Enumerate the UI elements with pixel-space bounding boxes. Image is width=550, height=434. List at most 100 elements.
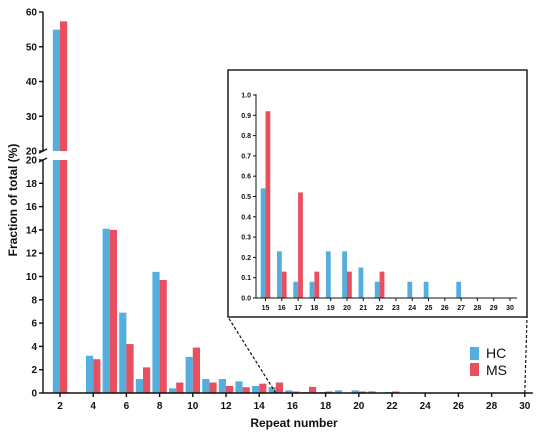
inset-x-tick-label-21: 21 bbox=[359, 305, 367, 312]
x-tick-label-14: 14 bbox=[254, 401, 266, 412]
bar-ms-4 bbox=[93, 359, 101, 393]
y-axis-title: Fraction of total (%) bbox=[6, 144, 20, 257]
inset-x-tick-label-29: 29 bbox=[490, 305, 498, 312]
x-tick-label-30: 30 bbox=[519, 401, 531, 412]
legend: HC MS bbox=[470, 345, 507, 378]
bar-ms-22 bbox=[392, 391, 400, 393]
x-tick-label-18: 18 bbox=[320, 401, 332, 412]
bar-ms-5 bbox=[109, 229, 117, 393]
inset-bar-hc-22 bbox=[374, 281, 380, 298]
bar-hc-2-lower bbox=[52, 160, 60, 393]
inset-y-tick-label-0.8: 0.8 bbox=[241, 133, 251, 140]
x-tick-label-6: 6 bbox=[124, 401, 130, 412]
inset-bar-hc-21 bbox=[358, 267, 364, 298]
inset-x-tick-label-19: 19 bbox=[327, 305, 335, 312]
bar-ms-2-upper bbox=[60, 21, 68, 151]
bar-ms-7 bbox=[143, 367, 151, 393]
x-tick-label-4: 4 bbox=[90, 401, 96, 412]
inset-y-tick-label-0.9: 0.9 bbox=[241, 113, 251, 120]
y-tick-label-lower-20: 20 bbox=[26, 156, 38, 167]
bar-hc-13 bbox=[235, 381, 243, 393]
inset-bar-ms-17 bbox=[298, 192, 303, 298]
inset-chart: 0.0 0.1 0.2 0.3 0.4 0.5 0.6 0.7 0.8 0.9 1.0 15 16 17 1… bbox=[227, 69, 528, 318]
inset-x-tick-label-28: 28 bbox=[474, 305, 482, 312]
bar-ms-2-lower bbox=[60, 160, 68, 393]
zoom-connector-right bbox=[524, 316, 528, 394]
y-tick-label-lower-18: 18 bbox=[26, 179, 38, 190]
bar-ms-6 bbox=[126, 344, 134, 393]
bar-ms-14 bbox=[259, 383, 267, 393]
inset-x-tick-label-24: 24 bbox=[408, 305, 416, 312]
inset-x-tick-label-27: 27 bbox=[457, 305, 465, 312]
inset-bar-ms-16 bbox=[281, 271, 287, 298]
inset-x-tick-label-25: 25 bbox=[425, 305, 433, 312]
inset-bar-hc-15 bbox=[260, 188, 266, 298]
inset-x-tick-label-26: 26 bbox=[441, 305, 449, 312]
y-tick-label-lower-0: 0 bbox=[31, 389, 37, 400]
y-tick-label-lower-2: 2 bbox=[31, 365, 37, 376]
bar-ms-13 bbox=[242, 387, 250, 393]
y-tick-label-lower-4: 4 bbox=[31, 342, 37, 353]
inset-bar-hc-17 bbox=[293, 281, 299, 298]
inset-x-tick-label-15: 15 bbox=[262, 305, 270, 312]
bar-hc-10 bbox=[185, 356, 193, 393]
bar-ms-15 bbox=[275, 382, 283, 393]
inset-x-tick-label-30: 30 bbox=[506, 305, 514, 312]
x-tick-label-12: 12 bbox=[220, 401, 232, 412]
bar-ms-8 bbox=[159, 279, 167, 393]
x-tick-label-2: 2 bbox=[57, 401, 63, 412]
bar-hc-5 bbox=[102, 228, 110, 393]
bar-hc-19 bbox=[335, 390, 343, 393]
inset-bar-hc-27 bbox=[456, 281, 462, 298]
inset-x-tick-label-18: 18 bbox=[311, 305, 319, 312]
bar-hc-4 bbox=[86, 355, 94, 393]
y-tick-label-upper-20: 20 bbox=[26, 147, 38, 158]
bar-ms-20 bbox=[358, 391, 366, 393]
y-tick-label-lower-10: 10 bbox=[26, 272, 38, 283]
inset-y-tick-label-0.5: 0.5 bbox=[241, 194, 251, 201]
inset-y-tick-label-0.7: 0.7 bbox=[241, 153, 251, 160]
inset-y-tick-label-0.4: 0.4 bbox=[241, 214, 251, 221]
inset-x-tick-label-20: 20 bbox=[343, 305, 351, 312]
y-tick-label-lower-8: 8 bbox=[31, 295, 37, 306]
bar-ms-12 bbox=[226, 386, 234, 393]
legend-label-ms: MS bbox=[486, 362, 507, 378]
inset-bar-hc-25 bbox=[423, 281, 429, 298]
y-tick-label-upper-50: 50 bbox=[26, 42, 38, 53]
y-tick-label-upper-30: 30 bbox=[26, 112, 38, 123]
inset-bar-hc-24 bbox=[407, 281, 413, 298]
inset-x-tick-label-16: 16 bbox=[278, 305, 286, 312]
bar-hc-16 bbox=[285, 390, 293, 393]
inset-bar-hc-20 bbox=[342, 251, 347, 298]
x-tick-label-8: 8 bbox=[157, 401, 163, 412]
bar-hc-11 bbox=[202, 379, 210, 393]
inset-bar-hc-18 bbox=[309, 281, 315, 298]
bar-ms-18 bbox=[325, 391, 333, 393]
inset-bar-ms-22 bbox=[379, 271, 385, 298]
inset-frame bbox=[227, 69, 528, 318]
bar-ms-10 bbox=[192, 347, 200, 393]
y-tick-label-upper-60: 60 bbox=[26, 8, 38, 19]
x-tick-label-20: 20 bbox=[353, 401, 365, 412]
main-bars bbox=[52, 21, 416, 393]
bar-hc-7 bbox=[135, 379, 143, 393]
zoom-connector-left bbox=[227, 316, 277, 394]
x-tick-label-24: 24 bbox=[420, 401, 432, 412]
inset-bar-ms-18 bbox=[314, 271, 320, 298]
bar-hc-9 bbox=[169, 388, 177, 393]
bar-hc-21 bbox=[368, 391, 376, 393]
x-tick-label-26: 26 bbox=[453, 401, 465, 412]
bar-hc-12 bbox=[218, 379, 226, 393]
inset-y-tick-label-0.2: 0.2 bbox=[241, 255, 251, 262]
inset-y-tick-label-1.0: 1.0 bbox=[241, 93, 251, 100]
bar-hc-6 bbox=[119, 312, 127, 393]
y-tick-label-lower-6: 6 bbox=[31, 319, 37, 330]
inset-y-tick-label-0.6: 0.6 bbox=[241, 174, 251, 181]
bar-hc-14 bbox=[252, 386, 260, 393]
bar-hc-20 bbox=[351, 390, 359, 393]
inset-y-tick-label-0.1: 0.1 bbox=[241, 275, 251, 282]
y-tick-label-lower-12: 12 bbox=[26, 249, 38, 260]
y-tick-label-lower-14: 14 bbox=[26, 225, 38, 236]
